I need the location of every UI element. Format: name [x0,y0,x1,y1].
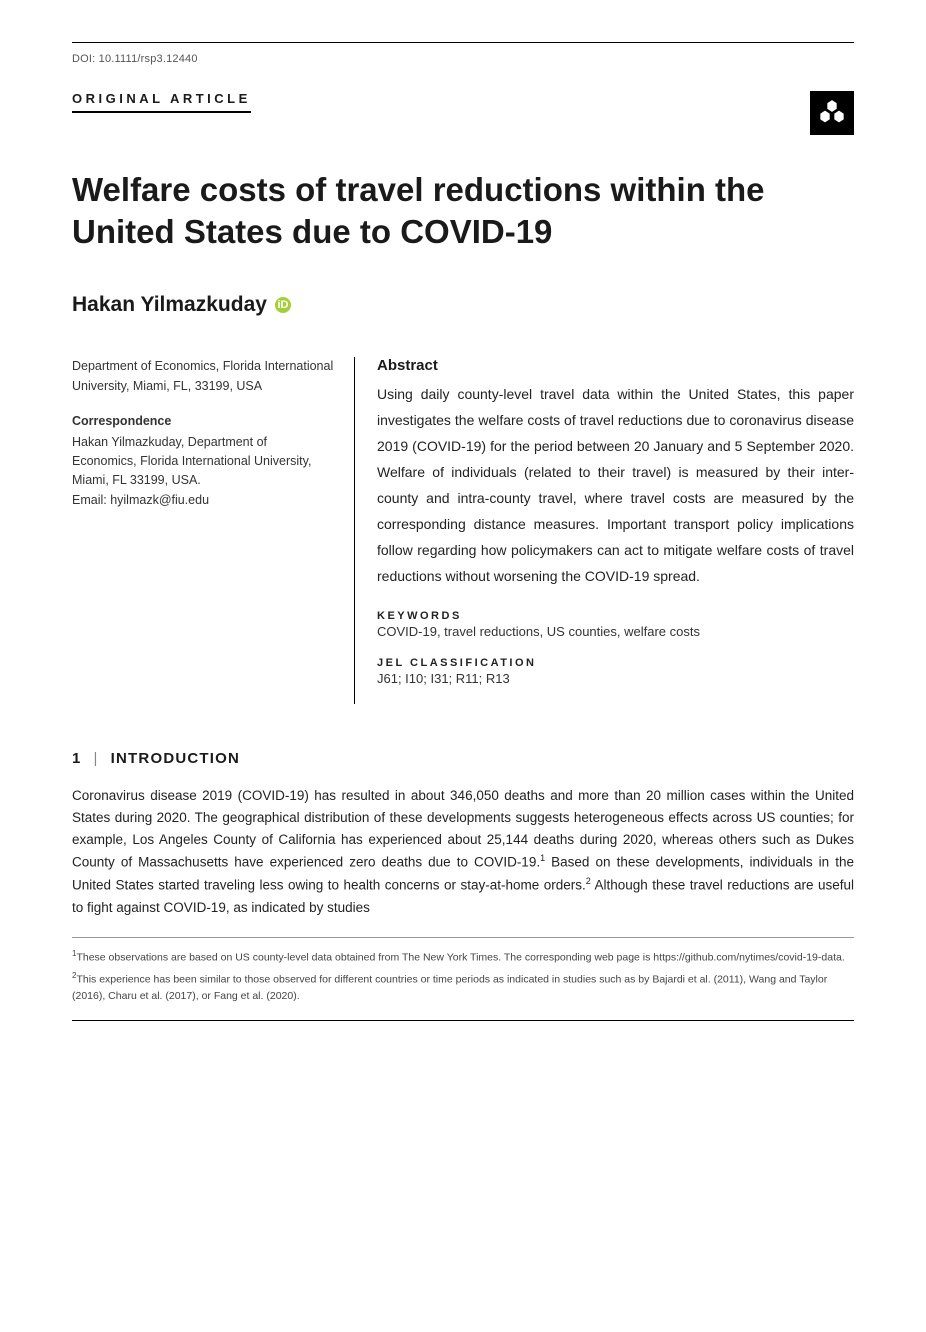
author-row: Hakan Yilmazkuday iD [72,293,854,317]
jel-text: J61; I10; I31; R11; R13 [377,671,854,686]
footnote-2: 2This experience has been similar to tho… [72,970,854,1004]
section-1-heading: 1 | INTRODUCTION [72,750,854,767]
affiliation-column: Department of Economics, Florida Interna… [72,357,354,703]
affiliation-text: Department of Economics, Florida Interna… [72,357,334,396]
abstract-text: Using daily county-level travel data wit… [377,382,854,589]
abstract-column: Abstract Using daily county-level travel… [354,357,854,703]
section-title: INTRODUCTION [111,750,240,767]
abstract-heading: Abstract [377,357,854,374]
metadata-abstract-row: Department of Economics, Florida Interna… [72,357,854,703]
footnote-1: 1These observations are based on US coun… [72,948,854,966]
doi: DOI: 10.1111/rsp3.12440 [72,53,854,65]
hexagon-cluster-icon [818,99,846,127]
section-number: 1 [72,750,82,767]
header-row: ORIGINAL ARTICLE [72,91,854,135]
orcid-icon[interactable]: iD [275,297,291,313]
article-type-label: ORIGINAL ARTICLE [72,91,251,113]
footnote-rule [72,937,854,938]
section-divider-pipe: | [94,750,99,767]
correspondence-heading: Correspondence [72,412,334,431]
author-name: Hakan Yilmazkuday [72,293,267,317]
correspondence-email: Email: hyilmazk@fiu.edu [72,491,334,510]
keywords-heading: KEYWORDS [377,610,854,622]
top-rule [72,42,854,43]
footnote-1-text: These observations are based on US count… [76,952,844,964]
article-title: Welfare costs of travel reductions withi… [72,169,854,253]
footnote-2-text: This experience has been similar to thos… [72,974,827,1002]
jel-heading: JEL CLASSIFICATION [377,657,854,669]
publisher-logo-icon [810,91,854,135]
keywords-text: COVID-19, travel reductions, US counties… [377,624,854,639]
correspondence-text: Hakan Yilmazkuday, Department of Economi… [72,433,334,491]
intro-paragraph-1: Coronavirus disease 2019 (COVID-19) has … [72,785,854,920]
bottom-rule [72,1020,854,1021]
